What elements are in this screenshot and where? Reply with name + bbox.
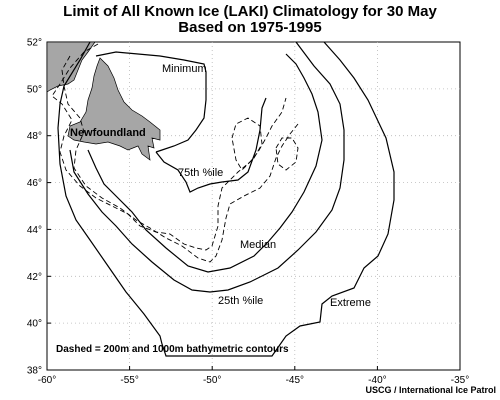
y-axis-tick-labels: 38° 40° 42° 44° 46° 48° 50° 52° <box>27 38 42 377</box>
title-line-1: Limit of All Known Ice (LAKI) Climatolog… <box>63 3 437 20</box>
contour-25th-percentile <box>69 41 345 293</box>
bathymetry-flemish-cap <box>275 137 299 171</box>
label-median: Median <box>240 239 276 251</box>
bathymetry-shelf-loop <box>231 117 263 171</box>
contour-minimum <box>95 51 207 153</box>
y-tick-label: 46° <box>27 178 42 189</box>
y-tick-label: 42° <box>27 272 42 283</box>
contour-extreme <box>57 41 395 357</box>
label-newfoundland: Newfoundland <box>70 127 146 139</box>
x-tick-label: -55° <box>120 375 138 386</box>
map-title: Limit of All Known Ice (LAKI) Climatolog… <box>0 4 500 36</box>
bathymetry-1000m-contour <box>61 55 299 263</box>
title-line-2: Based on 1975-1995 <box>178 19 322 36</box>
label-minimum: Minimum <box>162 63 207 75</box>
x-tick-label: -40° <box>368 375 386 386</box>
x-axis-tick-labels: -60° -55° -50° -45° -40° -35° <box>38 375 469 386</box>
bathymetry-note: Dashed = 200m and 1000m bathymetric cont… <box>56 344 289 355</box>
ice-limit-contours <box>57 41 395 357</box>
y-tick-label: 40° <box>27 319 42 330</box>
y-tick-label: 52° <box>27 38 42 49</box>
y-tick-label: 38° <box>27 366 42 377</box>
y-tick-label: 44° <box>27 225 42 236</box>
label-extreme: Extreme <box>330 297 371 309</box>
y-tick-label: 50° <box>27 84 42 95</box>
x-tick-label: -50° <box>203 375 221 386</box>
bathymetric-contours <box>51 43 299 263</box>
y-tick-label: 48° <box>27 131 42 142</box>
x-tick-label: -60° <box>38 375 56 386</box>
x-tick-label: -35° <box>451 375 469 386</box>
source-credit: USCG / International Ice Patrol <box>365 385 496 395</box>
contour-75th-percentile <box>155 97 267 193</box>
x-tick-label: -45° <box>286 375 304 386</box>
label-75th-percentile: 75th %ile <box>178 167 223 179</box>
label-25th-percentile: 25th %ile <box>218 295 263 307</box>
contour-median <box>87 53 323 273</box>
